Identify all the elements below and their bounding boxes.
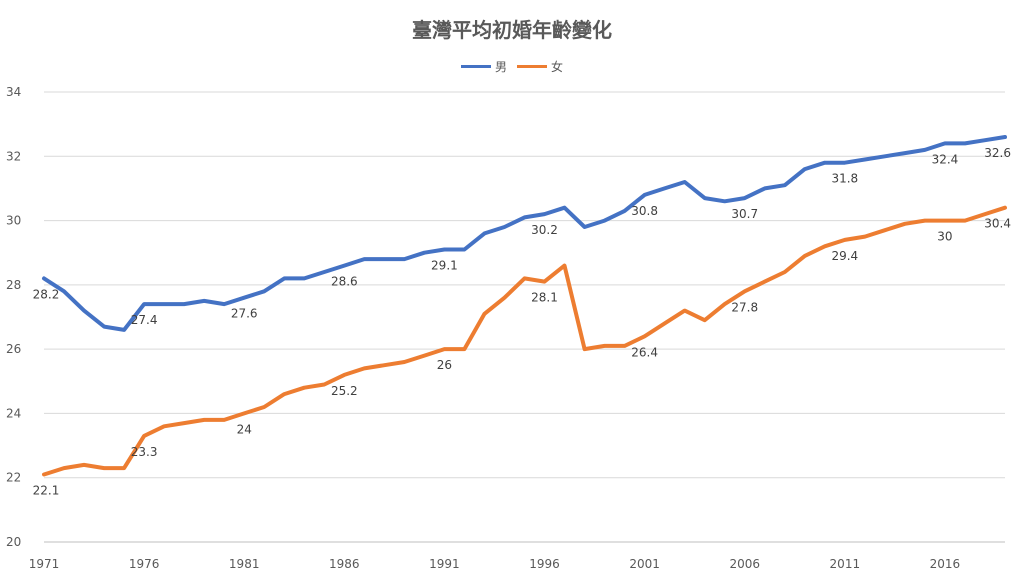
y-tick-label: 30	[6, 214, 21, 228]
data-label: 25.2	[331, 384, 358, 398]
data-label: 26.4	[631, 345, 658, 359]
y-tick-label: 32	[6, 149, 21, 163]
legend-label-male: 男	[494, 60, 507, 74]
x-tick-label: 1991	[429, 557, 460, 571]
data-label: 32.6	[984, 146, 1011, 160]
gridlines	[44, 91, 1005, 543]
y-tick-label: 26	[6, 342, 21, 356]
data-labels: 28.2 27.4 27.6 28.6 29.1 30.2 30.8 30.7 31.8 32.4…	[33, 146, 1011, 498]
y-tick-label: 34	[6, 85, 21, 99]
data-label: 23.3	[131, 445, 158, 459]
data-label: 27.4	[131, 313, 158, 327]
y-axis-tick-labels: 20 22 24 26 28 30 32 34	[6, 85, 21, 549]
x-tick-label: 2006	[729, 557, 760, 571]
x-tick-label: 2016	[930, 557, 961, 571]
legend-label-female: 女	[551, 60, 564, 74]
data-label: 24	[237, 422, 252, 436]
data-label: 27.6	[231, 307, 258, 321]
series-line-female	[42, 205, 1007, 477]
data-label: 30.2	[531, 223, 558, 237]
y-tick-label: 20	[6, 535, 21, 549]
data-label: 28.1	[531, 291, 558, 305]
chart-title: 臺灣平均初婚年齡變化	[412, 18, 612, 42]
series-line-male	[42, 135, 1007, 332]
x-axis-tick-labels: 1971 1976 1981 1986 1991 1996 2001 2006 2011 2016	[29, 557, 960, 571]
data-label: 29.4	[831, 249, 858, 263]
data-label: 22.1	[33, 484, 60, 498]
legend-item-female: 女	[517, 58, 563, 75]
data-label: 28.2	[33, 287, 60, 301]
data-label: 31.8	[831, 172, 858, 186]
x-tick-label: 2011	[830, 557, 861, 571]
x-tick-label: 1976	[129, 557, 160, 571]
data-label: 28.6	[331, 275, 358, 289]
y-tick-label: 24	[6, 406, 21, 420]
series-lines	[42, 135, 1007, 477]
data-label: 27.8	[731, 300, 758, 314]
x-tick-label: 1986	[329, 557, 360, 571]
x-tick-label: 1971	[29, 557, 60, 571]
y-tick-label: 22	[6, 471, 21, 485]
x-tick-label: 1996	[529, 557, 560, 571]
x-tick-label: 2001	[629, 557, 660, 571]
data-label: 30	[937, 230, 952, 244]
legend-swatch-female	[517, 65, 547, 68]
data-label: 30.8	[631, 204, 658, 218]
data-label: 30.4	[984, 217, 1011, 231]
data-label: 26	[437, 358, 452, 372]
data-label: 29.1	[431, 259, 458, 273]
y-tick-label: 28	[6, 278, 21, 292]
data-label: 30.7	[731, 207, 758, 221]
x-tick-label: 1981	[229, 557, 260, 571]
chart-legend: 男 女	[0, 58, 1024, 75]
legend-swatch-male	[460, 65, 491, 68]
data-label: 32.4	[932, 152, 959, 166]
legend-item-male: 男	[460, 58, 507, 75]
